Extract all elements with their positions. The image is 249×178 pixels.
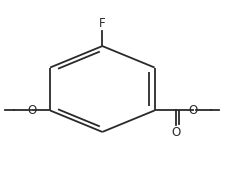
Text: O: O (171, 126, 180, 139)
Text: F: F (99, 17, 106, 30)
Text: O: O (189, 104, 198, 117)
Text: O: O (28, 104, 37, 117)
